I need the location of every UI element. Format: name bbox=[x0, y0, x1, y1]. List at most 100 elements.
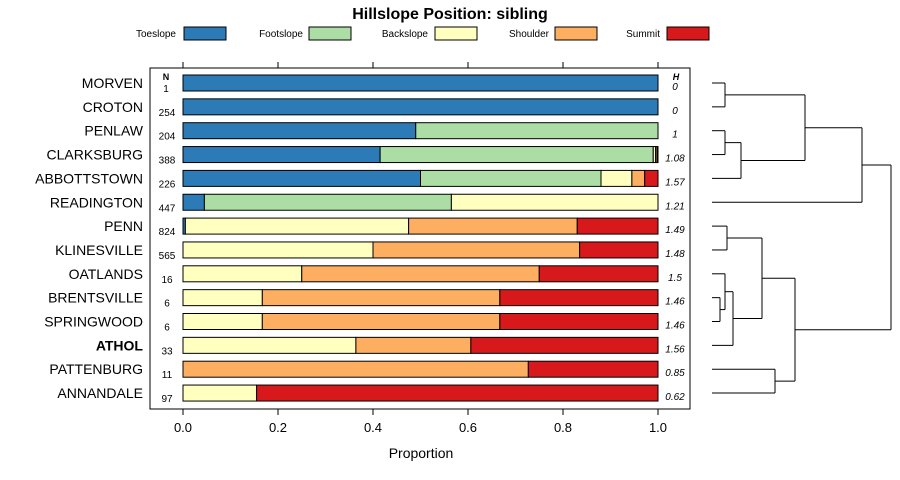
bar-segment-shoulder bbox=[261, 313, 501, 330]
h-value: 1.5 bbox=[668, 273, 682, 284]
dendrogram bbox=[712, 82, 892, 394]
bar-segment-footslope bbox=[379, 146, 654, 164]
h-value: 1.48 bbox=[665, 249, 685, 260]
bar-segment-summit bbox=[656, 146, 659, 164]
bar-segment-backslope bbox=[182, 289, 263, 307]
n-value: 97 bbox=[161, 394, 173, 405]
row-label: ABBOTTSTOWN bbox=[35, 170, 143, 186]
row-label: PENN bbox=[104, 218, 143, 234]
legend-label-footslope: Footslope bbox=[259, 29, 303, 40]
x-tick-label: 0.2 bbox=[269, 420, 287, 435]
h-value: 1.08 bbox=[665, 154, 685, 165]
bar-segment-summit bbox=[538, 265, 659, 283]
bar-segment-shoulder bbox=[261, 289, 501, 307]
legend-label-backslope: Backslope bbox=[382, 29, 429, 40]
n-value: 226 bbox=[159, 179, 176, 190]
x-tick-label: 0.0 bbox=[174, 420, 192, 435]
chart-title: Hillslope Position: sibling bbox=[352, 6, 548, 23]
legend: Toeslope Footslope Backslope Shoulder Summit bbox=[136, 26, 710, 41]
row-label: ATHOL bbox=[96, 337, 144, 353]
bar-segment-footslope bbox=[415, 122, 659, 140]
n-value: 33 bbox=[161, 346, 173, 357]
h-value: 1.57 bbox=[665, 177, 685, 188]
bar-segment-footslope bbox=[203, 193, 452, 211]
bar-segment-summit bbox=[527, 360, 659, 378]
h-header: H bbox=[673, 72, 680, 82]
row-label: ANNANDALE bbox=[57, 385, 143, 401]
n-value: 6 bbox=[164, 323, 170, 334]
row-label: SPRINGWOOD bbox=[44, 314, 143, 330]
bars bbox=[182, 74, 659, 402]
h-value: 1.21 bbox=[665, 201, 684, 212]
bar-segment-shoulder bbox=[372, 241, 581, 259]
bar-segment-toeslope bbox=[182, 74, 659, 92]
bar-segment-toeslope bbox=[182, 193, 205, 211]
h-value: 0.62 bbox=[665, 392, 685, 403]
bar-segment-backslope bbox=[182, 384, 258, 402]
row-label: KLINESVILLE bbox=[55, 242, 143, 258]
legend-swatch-summit bbox=[666, 26, 710, 41]
h-column: H0011.081.571.211.491.481.51.461.461.560… bbox=[665, 72, 685, 403]
bar-segment-backslope bbox=[184, 217, 410, 235]
n-value: 388 bbox=[159, 156, 176, 167]
row-label: PENLAW bbox=[84, 123, 143, 139]
bar-segment-summit bbox=[499, 289, 659, 307]
bar-segment-toeslope bbox=[182, 122, 417, 140]
x-axis: 0.0 0.2 0.4 0.6 0.8 1.0 bbox=[174, 62, 667, 435]
x-axis-label: Proportion bbox=[389, 445, 454, 461]
n-value: 204 bbox=[159, 132, 176, 143]
bar-segment-summit bbox=[644, 169, 659, 187]
x-tick-label: 0.4 bbox=[364, 420, 382, 435]
h-value: 1.56 bbox=[665, 344, 685, 355]
legend-label-toeslope: Toeslope bbox=[136, 29, 176, 40]
n-value: 447 bbox=[159, 203, 176, 214]
row-label: CLARKSBURG bbox=[47, 147, 143, 163]
bar-segment-shoulder bbox=[355, 336, 472, 354]
row-label: PATTENBURG bbox=[49, 361, 143, 377]
n-value: 1 bbox=[163, 84, 169, 95]
h-value: 1.46 bbox=[665, 321, 685, 332]
legend-swatch-toeslope bbox=[183, 26, 227, 41]
bar-segment-backslope bbox=[450, 193, 659, 211]
row-labels: MORVEN CROTON PENLAW CLARKSBURG ABBOTTSTOWN R… bbox=[35, 75, 144, 401]
bar-segment-toeslope bbox=[182, 146, 381, 164]
n-value: 254 bbox=[159, 108, 176, 119]
h-value: 0 bbox=[672, 106, 678, 117]
h-value: 1.46 bbox=[665, 297, 685, 308]
x-tick-label: 0.8 bbox=[554, 420, 572, 435]
bar-segment-summit bbox=[579, 241, 659, 259]
n-column: N 1 254 204 388 226 447 824 565 16 6 6 33 11 97 bbox=[159, 72, 176, 405]
n-value: 6 bbox=[164, 299, 170, 310]
bar-segment-summit bbox=[256, 384, 659, 402]
bar-segment-summit bbox=[576, 217, 659, 235]
row-label: BRENTSVILLE bbox=[48, 290, 143, 306]
bar-segment-backslope bbox=[182, 313, 263, 330]
row-label: MORVEN bbox=[82, 75, 143, 91]
legend-swatch-footslope bbox=[308, 26, 352, 41]
bar-segment-backslope bbox=[182, 336, 357, 354]
h-value: 0.85 bbox=[665, 368, 685, 379]
bar-segment-toeslope bbox=[182, 98, 659, 116]
bar-segment-shoulder bbox=[408, 217, 578, 235]
n-value: 16 bbox=[161, 275, 173, 286]
legend-swatch-backslope bbox=[434, 26, 478, 41]
h-value: 0 bbox=[672, 82, 678, 93]
legend-swatch-shoulder bbox=[554, 26, 598, 41]
plot-frame bbox=[149, 67, 691, 410]
n-value: 11 bbox=[162, 370, 173, 381]
x-tick-label: 1.0 bbox=[649, 420, 667, 435]
bar-segment-footslope bbox=[420, 169, 602, 187]
bar-segment-shoulder bbox=[182, 360, 529, 378]
bar-segment-shoulder bbox=[301, 265, 540, 283]
row-label: READINGTON bbox=[50, 194, 143, 210]
row-label: CROTON bbox=[83, 99, 143, 115]
row-label: OATLANDS bbox=[69, 266, 143, 282]
bar-segment-toeslope bbox=[182, 169, 421, 187]
bar-segment-backslope bbox=[600, 169, 633, 187]
bar-segment-summit bbox=[499, 313, 659, 330]
h-value: 1 bbox=[672, 130, 678, 141]
n-value: 565 bbox=[159, 251, 176, 262]
legend-label-shoulder: Shoulder bbox=[509, 29, 550, 40]
n-header: N bbox=[163, 72, 170, 82]
